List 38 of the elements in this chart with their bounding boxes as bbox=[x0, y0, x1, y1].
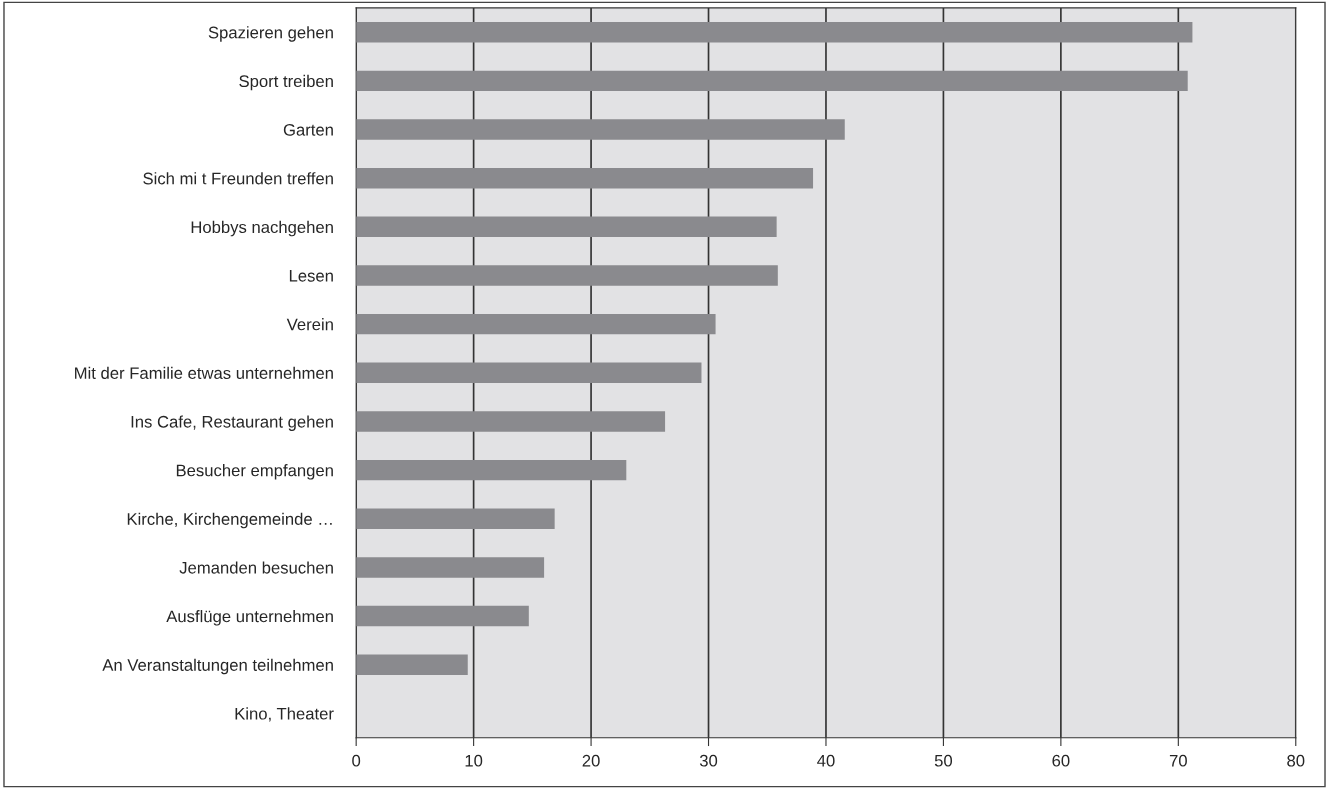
x-tick-label: 30 bbox=[699, 754, 718, 767]
y-tick-label: Kino, Theater bbox=[235, 707, 334, 722]
bar bbox=[356, 362, 702, 384]
y-tick-label: Verein bbox=[286, 318, 333, 331]
bar bbox=[356, 265, 778, 286]
x-tick-label: 0 bbox=[352, 754, 361, 767]
y-tick-label: Besucher empfangen bbox=[176, 464, 333, 480]
x-tick-label: 40 bbox=[817, 754, 835, 767]
y-tick-label: Lesen bbox=[289, 270, 333, 282]
y-tick-label: Kirche, Kirchengemeinde … bbox=[127, 512, 332, 529]
bar bbox=[356, 557, 545, 578]
y-tick-label: Jemanden besuchen bbox=[179, 561, 333, 574]
bar bbox=[356, 411, 666, 432]
x-tick-label: 60 bbox=[1052, 754, 1070, 767]
y-tick-label: Mit der Familie etwas unternehmen bbox=[75, 366, 333, 380]
bar bbox=[356, 216, 777, 238]
y-tick-label: Ins Cafe, Restaurant gehen bbox=[131, 415, 333, 431]
bar bbox=[356, 119, 845, 140]
y-tick-label: Hobbys nachgehen bbox=[191, 220, 333, 237]
y-tick-label: Ausflüge unternehmen bbox=[166, 610, 333, 626]
y-tick-label: Sich mi t Freunden treffen bbox=[143, 172, 333, 185]
x-tick-label: 20 bbox=[582, 754, 600, 767]
bar bbox=[356, 167, 814, 189]
y-tick-label: Spazieren gehen bbox=[208, 26, 333, 42]
bar bbox=[356, 508, 555, 529]
y-tick-label: Sport treiben bbox=[239, 74, 333, 91]
bar bbox=[356, 654, 468, 675]
x-tick-label: 70 bbox=[1169, 754, 1187, 767]
x-tick-label: 50 bbox=[934, 754, 953, 767]
bar bbox=[356, 313, 716, 335]
bar bbox=[356, 605, 529, 627]
bar bbox=[356, 22, 1193, 43]
y-tick-label: Garten bbox=[283, 123, 333, 136]
x-tick-label: 10 bbox=[465, 754, 483, 767]
y-tick-label: An Veranstaltungen teilnehmen bbox=[102, 658, 333, 675]
bar bbox=[356, 459, 627, 481]
bar bbox=[356, 70, 1188, 92]
x-tick-label: 80 bbox=[1287, 754, 1305, 767]
